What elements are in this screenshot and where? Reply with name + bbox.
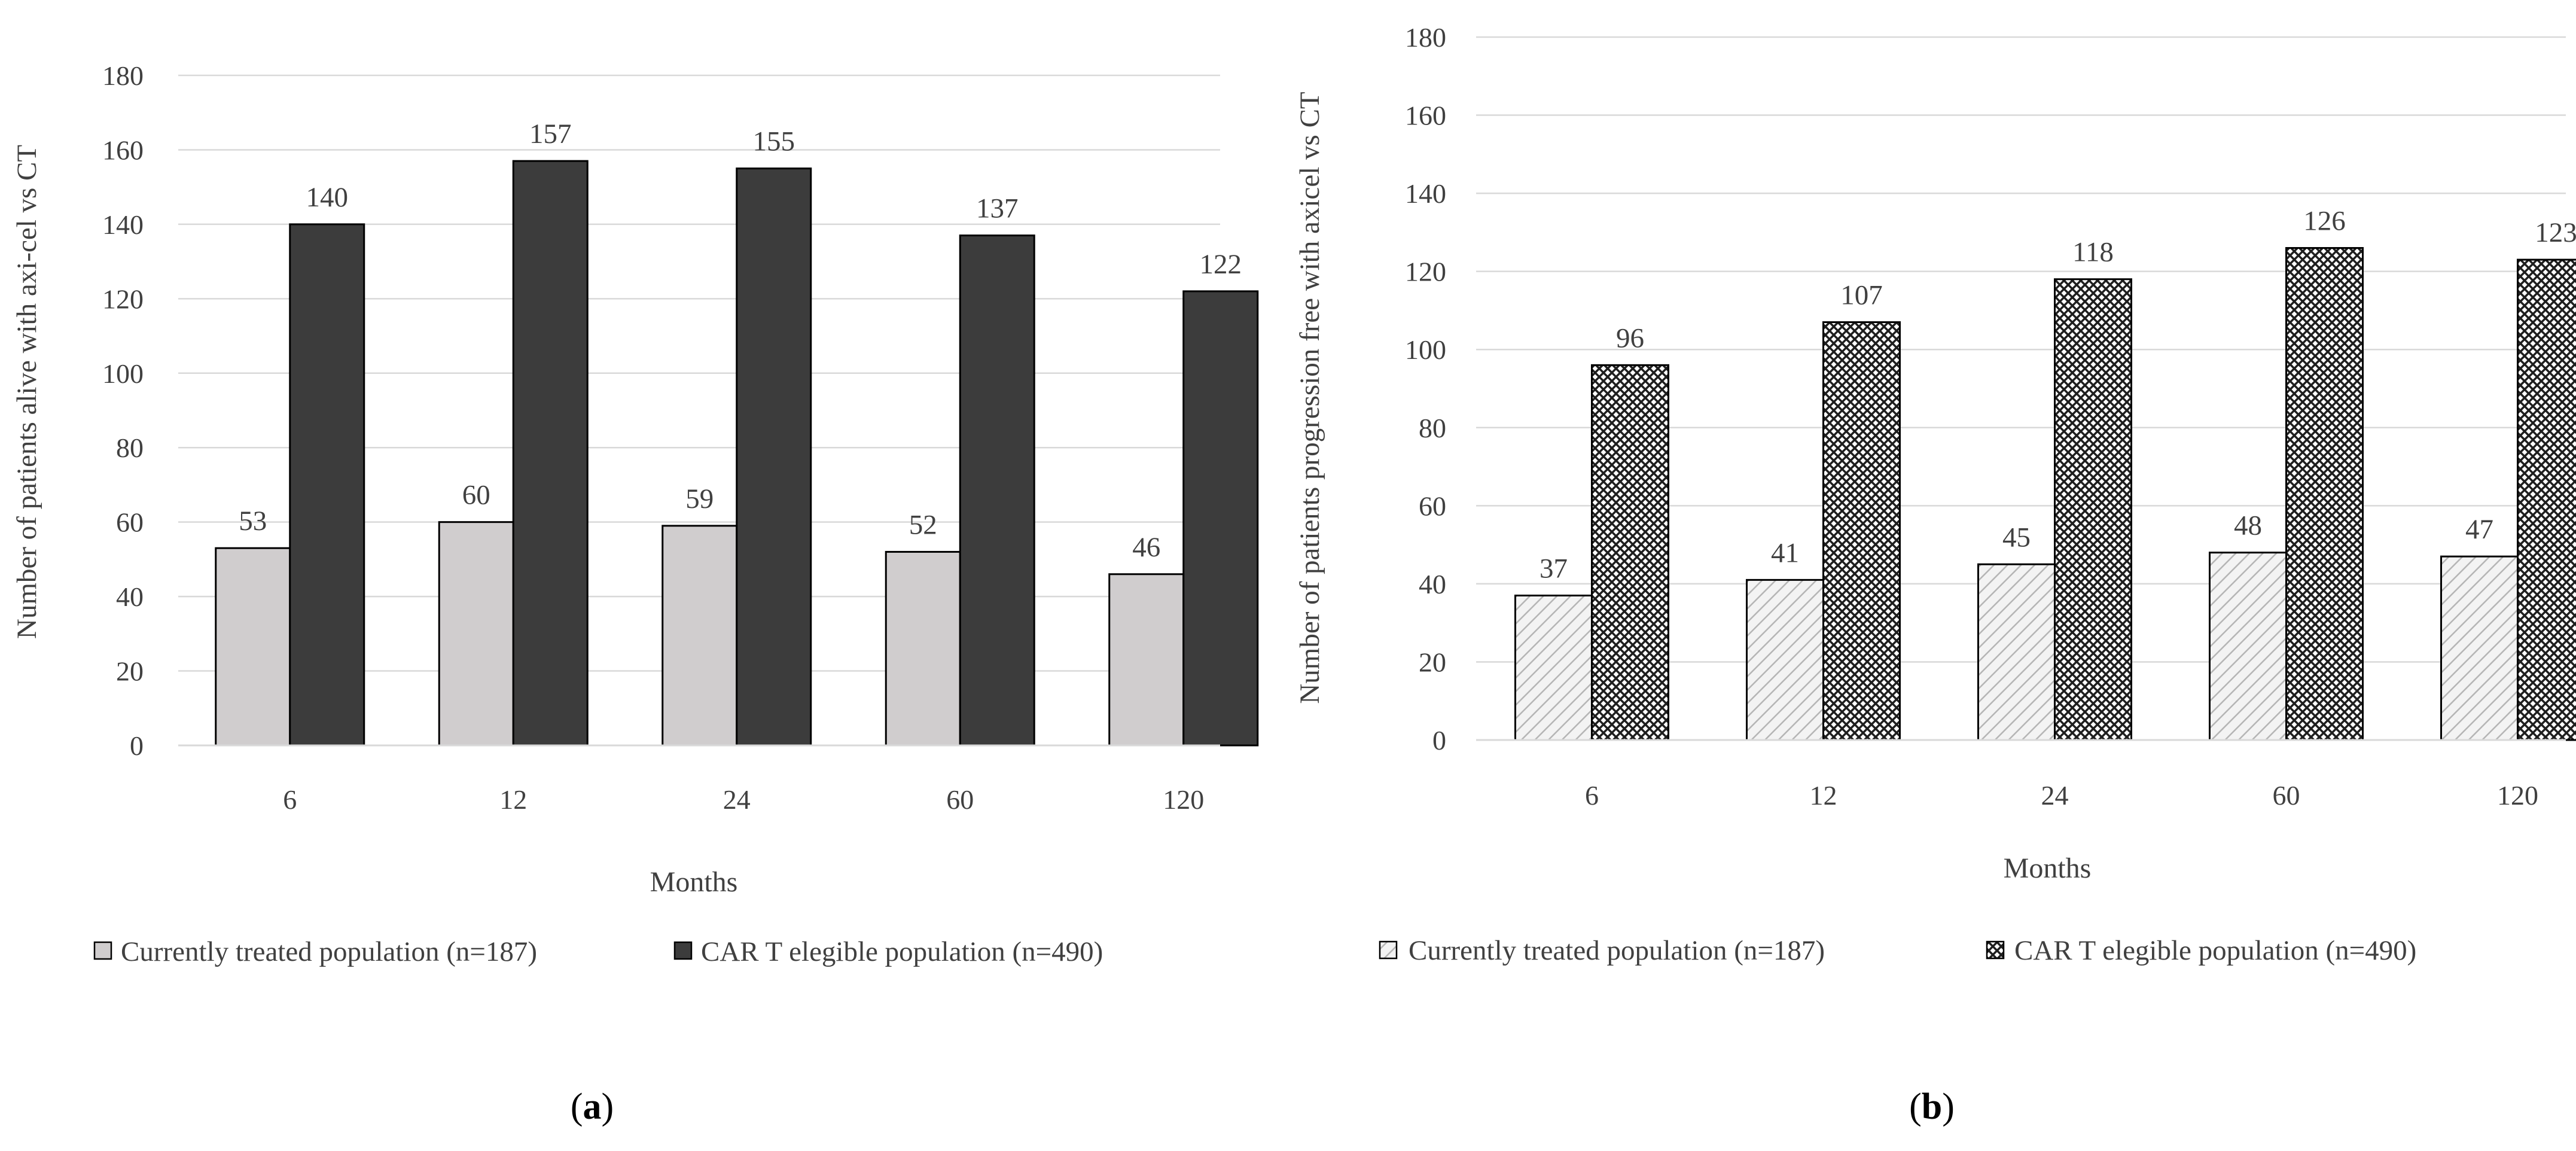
legend-a-label-car-t: CAR T elegible population (n=490) bbox=[701, 936, 1103, 967]
bar-currently-treated-60 bbox=[2209, 552, 2287, 741]
y-tick-label: 160 bbox=[102, 135, 144, 165]
chart-b-y-ticks: 0 20 40 60 80 100 120 140 160 180 bbox=[1405, 22, 1446, 756]
x-tick-label: 12 bbox=[499, 784, 527, 815]
bar-currently-treated-6 bbox=[215, 547, 291, 747]
data-label: 96 bbox=[1616, 322, 1644, 354]
y-tick-label: 180 bbox=[1405, 22, 1446, 53]
y-tick-label: 180 bbox=[102, 60, 144, 91]
data-label: 157 bbox=[529, 118, 572, 150]
data-label: 48 bbox=[2234, 510, 2262, 541]
legend-b-swatch-currently-treated bbox=[1379, 940, 1398, 960]
chart-b-y-axis-label: Number of patients progression free with… bbox=[1294, 92, 1325, 704]
y-tick-label: 0 bbox=[1432, 725, 1446, 756]
bar-currently-treated-24 bbox=[661, 525, 738, 747]
x-tick-label: 24 bbox=[2041, 780, 2069, 811]
chart-b: 0 20 40 60 80 100 120 140 160 180 37 96 41 107 45 118 4… bbox=[1294, 22, 2576, 1127]
y-tick-label: 20 bbox=[1419, 647, 1446, 677]
y-tick-label: 80 bbox=[116, 433, 144, 463]
legend-b-label-car-t: CAR T elegible population (n=490) bbox=[2014, 935, 2416, 966]
legend-b-swatch-car-t bbox=[1986, 940, 2005, 960]
y-tick-label: 160 bbox=[1405, 101, 1446, 131]
bar-car-t-60 bbox=[959, 235, 1035, 747]
data-label: 122 bbox=[1200, 249, 1242, 280]
y-tick-label: 100 bbox=[102, 358, 144, 389]
bar-car-t-6 bbox=[1591, 364, 1669, 741]
bar-currently-treated-12 bbox=[1746, 578, 1824, 741]
x-tick-label: 6 bbox=[283, 784, 297, 815]
chart-a-x-axis-label: Months bbox=[650, 866, 738, 898]
data-label: 126 bbox=[2303, 206, 2346, 237]
data-label: 123 bbox=[2535, 217, 2576, 248]
y-tick-label: 60 bbox=[1419, 491, 1446, 521]
bar-car-t-60 bbox=[2285, 247, 2364, 741]
x-tick-label: 12 bbox=[1810, 780, 1837, 811]
x-tick-label: 120 bbox=[1163, 784, 1204, 815]
x-tick-label: 60 bbox=[2273, 780, 2300, 811]
legend-a-label-currently-treated: Currently treated population (n=187) bbox=[121, 936, 537, 967]
legend-b-label-currently-treated: Currently treated population (n=187) bbox=[1409, 935, 1825, 966]
y-tick-label: 140 bbox=[1405, 178, 1446, 209]
data-label: 137 bbox=[976, 193, 1019, 224]
bar-currently-treated-6 bbox=[1514, 594, 1593, 741]
chart-a-y-ticks: 0 20 40 60 80 100 120 140 160 180 bbox=[102, 60, 144, 761]
bar-car-t-12 bbox=[1822, 321, 1901, 741]
chart-b-bars bbox=[1514, 247, 2576, 741]
chart-b-x-ticks: 6 12 24 60 120 bbox=[1585, 780, 2538, 811]
bar-car-t-6 bbox=[289, 223, 365, 747]
data-label: 107 bbox=[1840, 280, 1883, 311]
y-tick-label: 100 bbox=[1405, 334, 1446, 365]
data-label: 60 bbox=[462, 480, 490, 511]
chart-b-data-labels: 37 96 41 107 45 118 48 126 47 123 bbox=[1539, 206, 2576, 584]
data-label: 118 bbox=[2072, 237, 2114, 268]
bar-car-t-24 bbox=[736, 168, 812, 747]
bar-car-t-120 bbox=[1182, 290, 1259, 747]
bar-currently-treated-120 bbox=[1108, 573, 1185, 747]
bar-currently-treated-60 bbox=[885, 550, 961, 747]
bar-currently-treated-12 bbox=[438, 521, 514, 747]
x-tick-label: 60 bbox=[946, 784, 974, 815]
panel-label-a: (a) bbox=[571, 1086, 614, 1127]
y-tick-label: 120 bbox=[102, 284, 144, 314]
chart-a-bars bbox=[215, 160, 1259, 747]
data-label: 53 bbox=[239, 506, 267, 537]
legend-a-swatch-currently-treated bbox=[93, 941, 112, 960]
data-label: 140 bbox=[306, 182, 349, 213]
data-label: 37 bbox=[1539, 553, 1568, 584]
chart-a-x-ticks: 6 12 24 60 120 bbox=[283, 784, 1204, 815]
chart-b-legend: Currently treated population (n=187) CAR… bbox=[1379, 935, 2416, 966]
chart-a-legend: Currently treated population (n=187) CAR… bbox=[93, 936, 1103, 967]
data-label: 155 bbox=[753, 126, 795, 157]
bar-car-t-24 bbox=[2054, 278, 2132, 741]
chart-a-y-axis-label: Number of patients alive with axi-cel vs… bbox=[11, 145, 42, 639]
data-label: 45 bbox=[2002, 522, 2031, 553]
x-tick-label: 120 bbox=[2497, 780, 2538, 811]
y-tick-label: 80 bbox=[1419, 413, 1446, 443]
legend-a-swatch-car-t bbox=[673, 941, 693, 960]
y-tick-label: 120 bbox=[1405, 257, 1446, 287]
y-tick-label: 40 bbox=[116, 581, 144, 612]
panel-label-b: (b) bbox=[1909, 1086, 1955, 1127]
data-label: 47 bbox=[2465, 514, 2493, 545]
chart-b-x-axis-label: Months bbox=[2004, 852, 2092, 884]
bar-car-t-120 bbox=[2517, 258, 2576, 741]
bar-currently-treated-120 bbox=[2440, 555, 2519, 741]
chart-a: 0 20 40 60 80 100 120 140 160 180 53 140 60 157 59 155… bbox=[11, 60, 1259, 1127]
bar-car-t-12 bbox=[512, 160, 589, 747]
y-tick-label: 140 bbox=[102, 209, 144, 240]
y-tick-label: 0 bbox=[130, 730, 144, 761]
data-label: 41 bbox=[1771, 537, 1799, 568]
data-label: 59 bbox=[685, 483, 714, 514]
chart-a-data-labels: 53 140 60 157 59 155 52 137 46 122 bbox=[239, 118, 1242, 563]
y-tick-label: 40 bbox=[1419, 569, 1446, 599]
bar-currently-treated-24 bbox=[1977, 563, 2056, 741]
x-tick-label: 24 bbox=[723, 784, 751, 815]
y-tick-label: 60 bbox=[116, 507, 144, 538]
data-label: 46 bbox=[1132, 532, 1160, 563]
data-label: 52 bbox=[909, 509, 937, 540]
x-tick-label: 6 bbox=[1585, 780, 1599, 811]
y-tick-label: 20 bbox=[116, 656, 144, 687]
